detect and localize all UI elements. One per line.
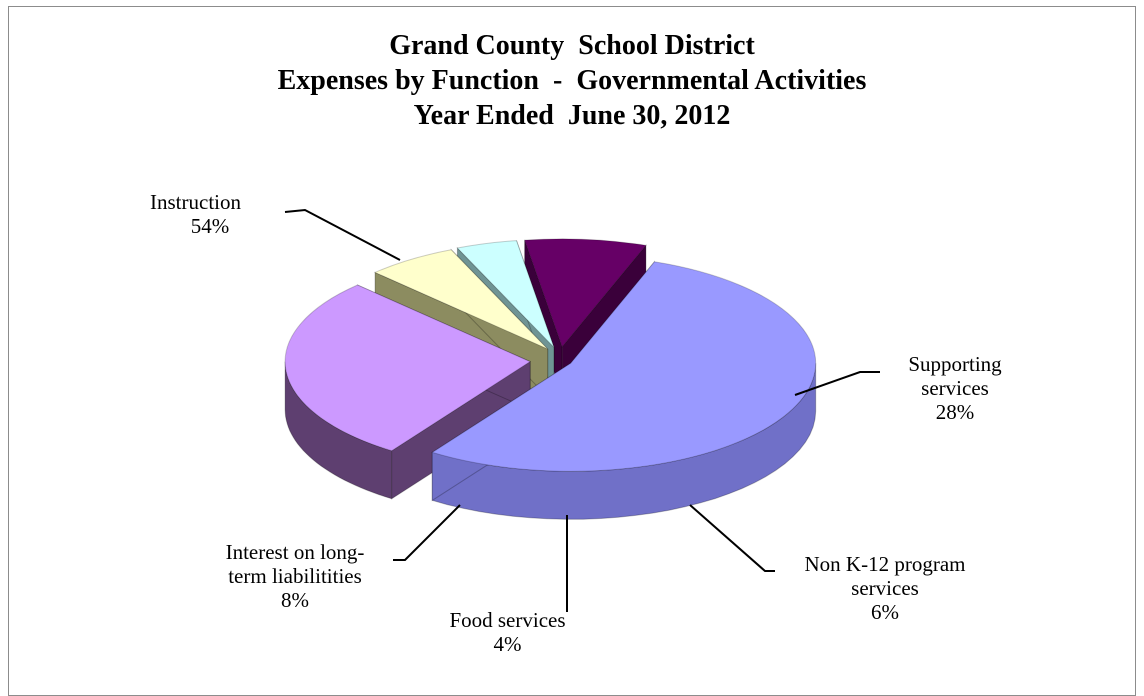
slice-instruction [431,261,817,472]
leader-instruction [284,208,401,261]
slice-food [456,240,555,348]
label-interest-name-2: term liabilitities [228,564,362,588]
slice-supporting [284,284,532,452]
leader-non-k12 [689,504,775,572]
label-instruction: Instruction 54% [150,190,270,238]
label-non-k12-pct: 6% [871,600,899,624]
chart-title-line-2: Expenses by Function - Governmental Acti… [277,65,867,96]
label-interest: Interest on long- term liabilitities 8% [200,540,390,612]
label-supporting: Supporting services 28% [880,352,1030,424]
slice-non-k12 [373,249,549,350]
chart-title: Grand County School District Expenses by… [0,28,1144,133]
slice-interest [523,238,647,348]
leader-interest [393,504,461,561]
label-interest-name-1: Interest on long- [225,540,365,564]
leader-supporting [794,371,880,396]
label-non-k12: Non K-12 program services 6% [775,552,995,624]
label-supporting-pct: 28% [935,400,975,424]
label-food-name: Food services [449,608,566,632]
label-food: Food services 4% [420,608,595,656]
label-food-pct: 4% [493,632,522,656]
label-instruction-pct: 54% [190,214,230,238]
chart-title-line-3: Year Ended June 30, 2012 [413,100,731,131]
label-instruction-name: Instruction [150,190,241,214]
label-supporting-name-2: services [921,376,989,400]
label-supporting-name-1: Supporting [908,352,1002,376]
chart-title-line-1: Grand County School District [389,30,755,61]
label-non-k12-name-2: services [851,576,919,600]
label-interest-pct: 8% [281,588,309,612]
label-non-k12-name-1: Non K-12 program [804,552,966,576]
